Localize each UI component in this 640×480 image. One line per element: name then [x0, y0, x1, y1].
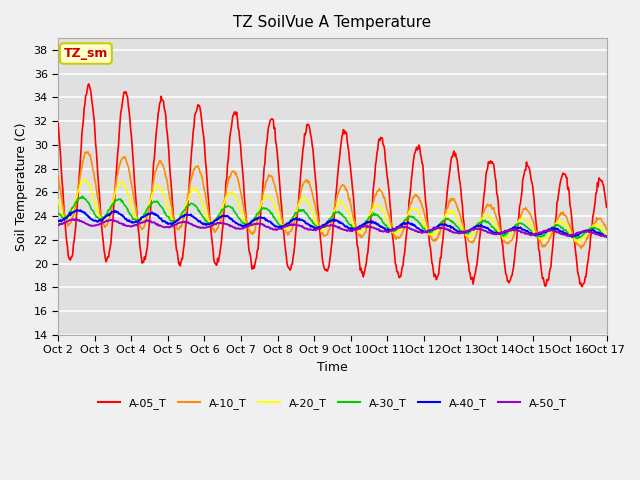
Line: A-05_T: A-05_T	[58, 84, 607, 287]
Title: TZ SoilVue A Temperature: TZ SoilVue A Temperature	[234, 15, 431, 30]
Line: A-10_T: A-10_T	[58, 152, 607, 248]
A-30_T	[603, 234, 611, 240]
Legend: A-05_T, A-10_T, A-20_T, A-30_T, A-40_T, A-50_T: A-05_T, A-10_T, A-20_T, A-30_T, A-40_T, …	[93, 394, 572, 413]
A-05_T	[416, 144, 424, 150]
A-20_T	[122, 184, 129, 190]
A-05_T	[54, 120, 62, 126]
A-30_T	[573, 236, 581, 241]
A-20_T	[416, 213, 424, 219]
A-05_T	[579, 284, 586, 289]
A-05_T	[400, 255, 408, 261]
A-30_T	[400, 219, 408, 225]
A-20_T	[206, 221, 214, 227]
A-50_T	[603, 233, 611, 239]
A-20_T	[603, 231, 611, 237]
X-axis label: Time: Time	[317, 360, 348, 374]
A-40_T	[603, 234, 611, 240]
A-30_T	[54, 210, 62, 216]
A-10_T	[206, 216, 214, 222]
A-10_T	[416, 198, 424, 204]
Text: TZ_sm: TZ_sm	[64, 47, 108, 60]
A-20_T	[400, 221, 408, 227]
A-05_T	[64, 252, 72, 258]
A-10_T	[577, 245, 585, 251]
A-30_T	[79, 193, 86, 199]
A-40_T	[400, 221, 408, 227]
A-40_T	[206, 221, 214, 227]
A-10_T	[54, 173, 62, 179]
Line: A-40_T: A-40_T	[58, 210, 607, 237]
A-20_T	[64, 215, 72, 220]
A-40_T	[74, 207, 81, 213]
Line: A-20_T: A-20_T	[58, 179, 607, 241]
A-20_T	[81, 176, 89, 182]
A-50_T	[64, 218, 72, 224]
A-50_T	[122, 222, 129, 228]
A-20_T	[54, 197, 62, 203]
A-05_T	[177, 259, 185, 264]
A-10_T	[603, 227, 611, 232]
A-50_T	[416, 229, 424, 235]
A-30_T	[122, 203, 129, 209]
A-10_T	[84, 149, 92, 155]
A-10_T	[177, 225, 185, 230]
Line: A-50_T: A-50_T	[58, 219, 607, 236]
A-05_T	[122, 90, 129, 96]
A-20_T	[572, 239, 579, 244]
A-50_T	[400, 224, 408, 230]
A-50_T	[73, 216, 81, 222]
A-40_T	[64, 213, 72, 219]
A-10_T	[64, 223, 72, 229]
Y-axis label: Soil Temperature (C): Soil Temperature (C)	[15, 122, 28, 251]
A-05_T	[206, 219, 214, 225]
A-30_T	[177, 212, 185, 218]
A-50_T	[177, 219, 185, 225]
A-30_T	[206, 220, 214, 226]
A-30_T	[64, 212, 72, 217]
A-10_T	[400, 226, 408, 232]
A-40_T	[177, 215, 185, 220]
A-30_T	[416, 220, 424, 226]
A-40_T	[416, 227, 424, 232]
A-50_T	[206, 224, 214, 229]
A-20_T	[177, 216, 185, 221]
A-40_T	[54, 218, 62, 224]
A-50_T	[54, 222, 62, 228]
A-40_T	[122, 216, 129, 222]
A-05_T	[85, 81, 93, 87]
A-50_T	[600, 233, 608, 239]
A-10_T	[122, 155, 129, 160]
A-05_T	[603, 204, 611, 210]
Line: A-30_T: A-30_T	[58, 196, 607, 239]
